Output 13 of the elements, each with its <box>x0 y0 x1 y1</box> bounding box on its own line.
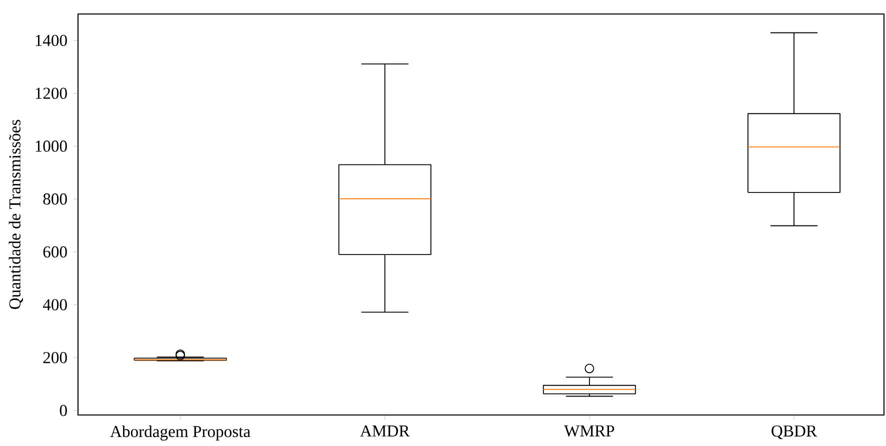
y-tick-label: 600 <box>43 246 67 258</box>
x-tick-label: AMDR <box>360 425 410 436</box>
y-tick-label: 400 <box>42 299 67 310</box>
y-tick-label: 800 <box>43 193 67 205</box>
y-tick-label: 1000 <box>36 140 67 152</box>
y-tick-label: 1400 <box>36 34 67 46</box>
y-tick-label: 200 <box>43 352 67 364</box>
y-axis-title: Quantidade de Transmissões <box>8 120 23 309</box>
y-tick-label: 0 <box>60 404 67 416</box>
x-tick-label: Abordagem Proposta <box>110 425 250 441</box>
x-tick-label: WMRP <box>564 425 614 437</box>
x-tick-label: QBDR <box>772 425 818 440</box>
y-tick-label: 1200 <box>36 88 67 99</box>
